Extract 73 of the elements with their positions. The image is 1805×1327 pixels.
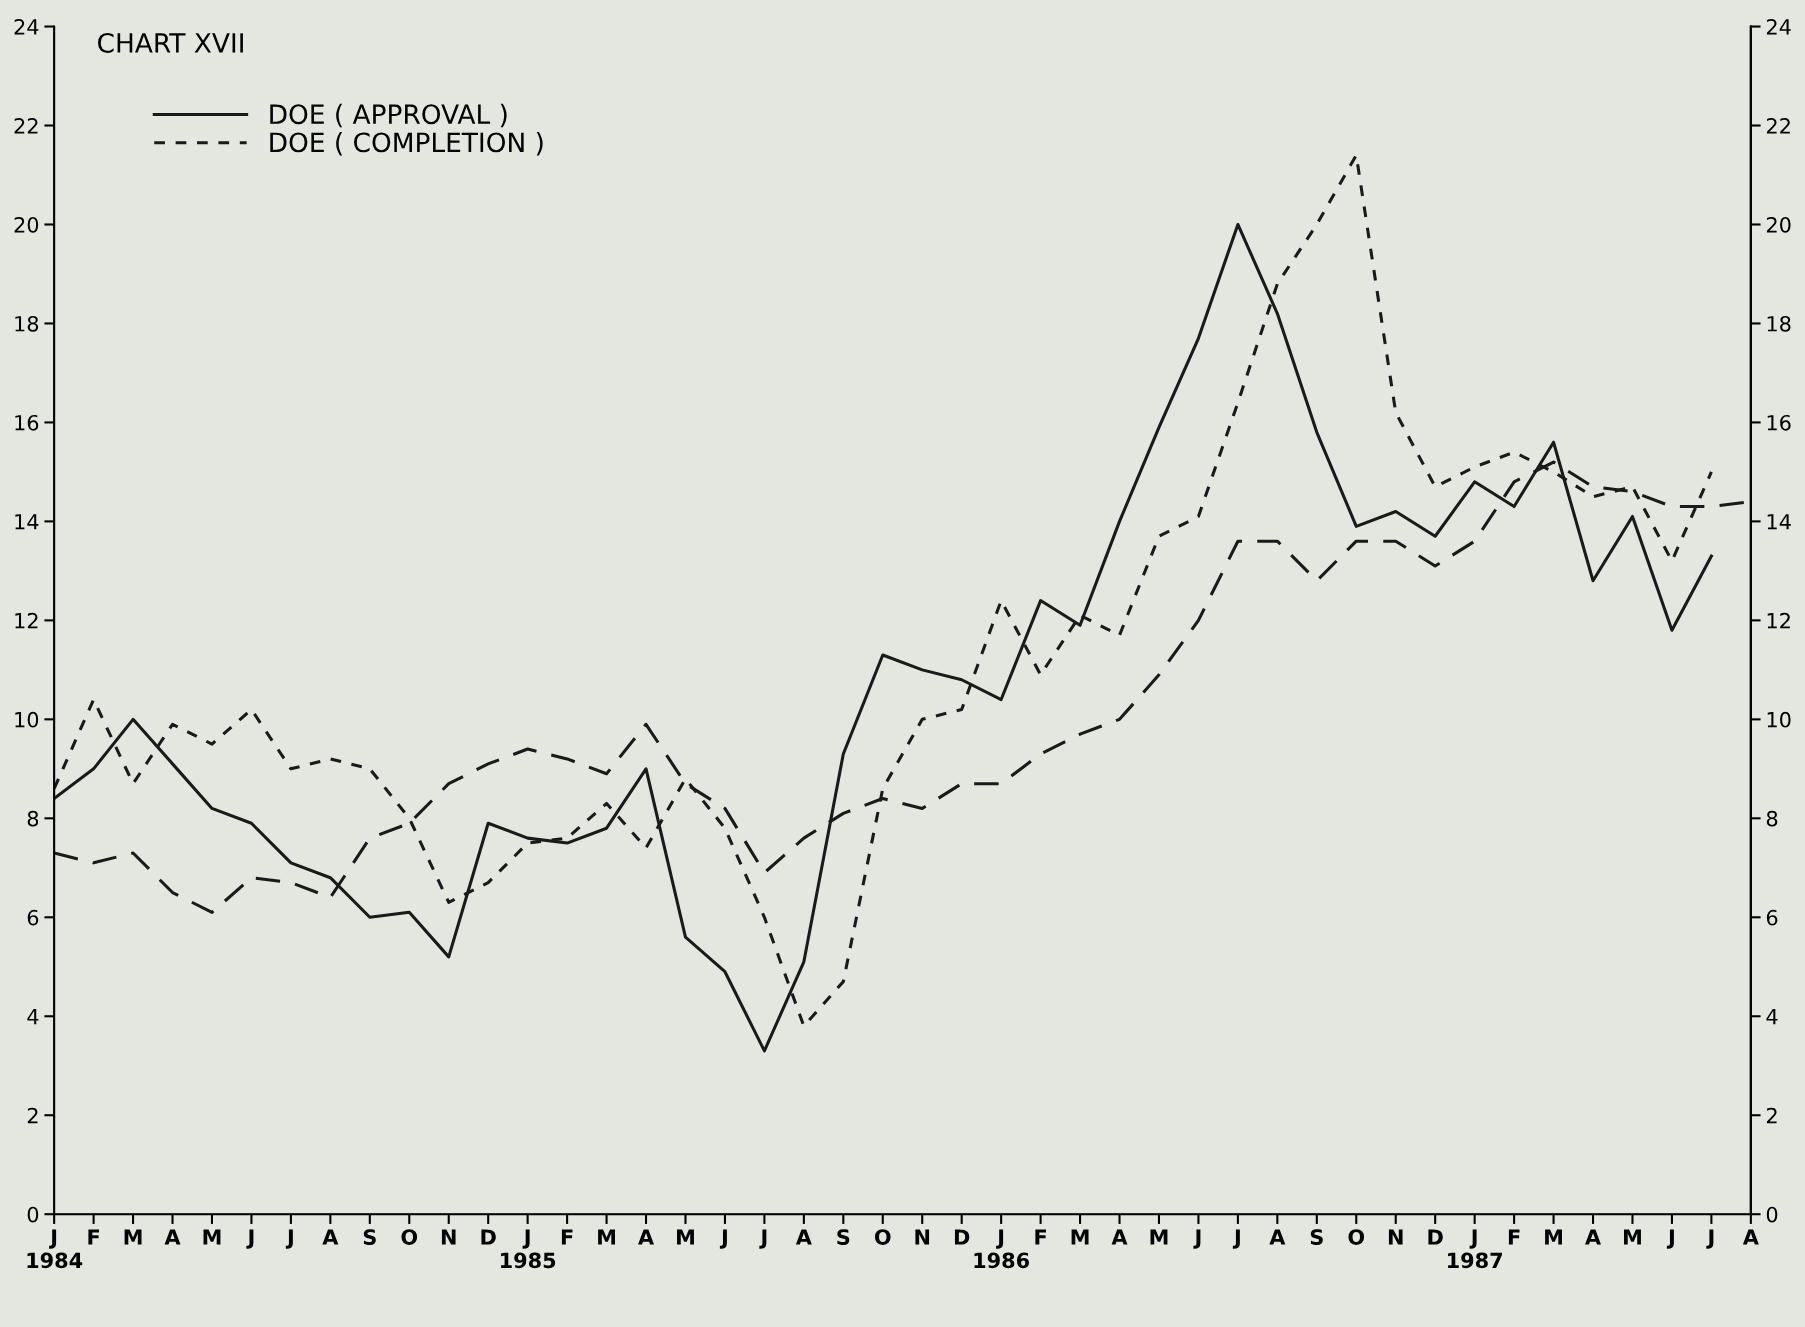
x-tick-label: M <box>1624 1229 1641 1245</box>
x-tick-label: N <box>1388 1229 1403 1245</box>
y-tick-label: 8 <box>27 810 39 827</box>
x-tick-label: M <box>203 1229 221 1245</box>
x-tick-label: J 1986 <box>974 1229 1030 1269</box>
x-tick-label: J <box>1232 1229 1240 1249</box>
x-tick-label: F <box>88 1229 99 1245</box>
y-tick-label: 24 <box>14 18 39 35</box>
y2-tick-label: 6 <box>1766 909 1778 926</box>
x-tick-label: J 1987 <box>1448 1229 1502 1269</box>
x-tick-label: J <box>1666 1229 1674 1249</box>
x-tick-label: A <box>1585 1229 1601 1245</box>
y-tick-label: 14 <box>15 514 39 530</box>
y-tick-label: 22 <box>14 117 38 134</box>
x-tick-label: O <box>401 1229 418 1245</box>
legend-label: DOE ( COMPLETION ) <box>270 131 543 156</box>
x-tick-label: D <box>954 1229 970 1245</box>
y2-tick-label: 12 <box>1767 612 1790 629</box>
x-tick-label: S <box>363 1229 376 1245</box>
x-tick-label: O <box>874 1229 891 1245</box>
x-tick-label: M <box>124 1229 142 1245</box>
x-tick-label: A <box>1269 1229 1286 1245</box>
x-tick-label: M <box>1150 1229 1168 1245</box>
y-tick-label: 10 <box>15 711 39 728</box>
y-tick-label: 16 <box>15 414 39 431</box>
x-tick-label: N <box>441 1229 456 1245</box>
x-tick-label: D <box>481 1229 496 1245</box>
y2-tick-label: 20 <box>1766 216 1791 233</box>
y-tick-label: 18 <box>15 315 39 332</box>
x-tick-label: A <box>795 1229 812 1245</box>
y-tick-label: 12 <box>15 612 38 629</box>
x-tick-label: J <box>759 1229 767 1249</box>
y-tick-label: 4 <box>27 1008 39 1025</box>
x-tick-label: M <box>677 1229 694 1245</box>
x-tick-label: M <box>1545 1229 1562 1245</box>
x-tick-label: A <box>1111 1229 1128 1245</box>
x-tick-label: O <box>1348 1229 1365 1245</box>
legend-label: DOE ( APPROVAL ) <box>270 103 507 128</box>
x-tick-label: J <box>1706 1229 1714 1249</box>
x-tick-label: A <box>1742 1229 1759 1245</box>
y2-tick-label: 8 <box>1766 810 1778 827</box>
x-tick-label: J 1984 <box>27 1229 83 1269</box>
x-tick-label: F <box>561 1229 573 1245</box>
y2-tick-label: 18 <box>1767 315 1791 332</box>
x-tick-label: J <box>246 1229 254 1249</box>
y2-tick-label: 10 <box>1767 711 1791 728</box>
y2-tick-label: 22 <box>1766 117 1790 134</box>
x-tick-label: F <box>1035 1229 1046 1245</box>
y2-tick-label: 14 <box>1767 514 1791 530</box>
y2-tick-label: 2 <box>1766 1107 1777 1124</box>
x-tick-label: J <box>719 1229 727 1249</box>
x-tick-label: J 1985 <box>501 1229 556 1269</box>
y2-tick-label: 16 <box>1767 414 1791 431</box>
x-tick-label: J <box>285 1229 293 1249</box>
x-tick-label: N <box>915 1229 930 1245</box>
y-tick-label: 20 <box>14 216 39 233</box>
x-tick-label: D <box>1428 1229 1443 1245</box>
y2-tick-label: 24 <box>1766 18 1791 35</box>
y2-tick-label: 4 <box>1766 1008 1778 1025</box>
x-tick-label: M <box>598 1229 616 1245</box>
x-tick-label: A <box>322 1229 339 1245</box>
x-tick-label: S <box>1310 1229 1323 1245</box>
y2-tick-label: 0 <box>1766 1206 1778 1223</box>
x-tick-label: F <box>1508 1229 1520 1245</box>
x-tick-label: J <box>1193 1229 1201 1249</box>
x-tick-label: A <box>638 1229 654 1245</box>
y-tick-label: 2 <box>27 1107 38 1124</box>
x-tick-label: A <box>164 1229 181 1245</box>
x-tick-label: M <box>1071 1229 1089 1245</box>
y-tick-label: 6 <box>27 909 39 926</box>
x-tick-label: S <box>837 1229 850 1245</box>
chart-title: CHART XVII <box>98 32 243 53</box>
y-tick-label: 0 <box>27 1206 39 1223</box>
